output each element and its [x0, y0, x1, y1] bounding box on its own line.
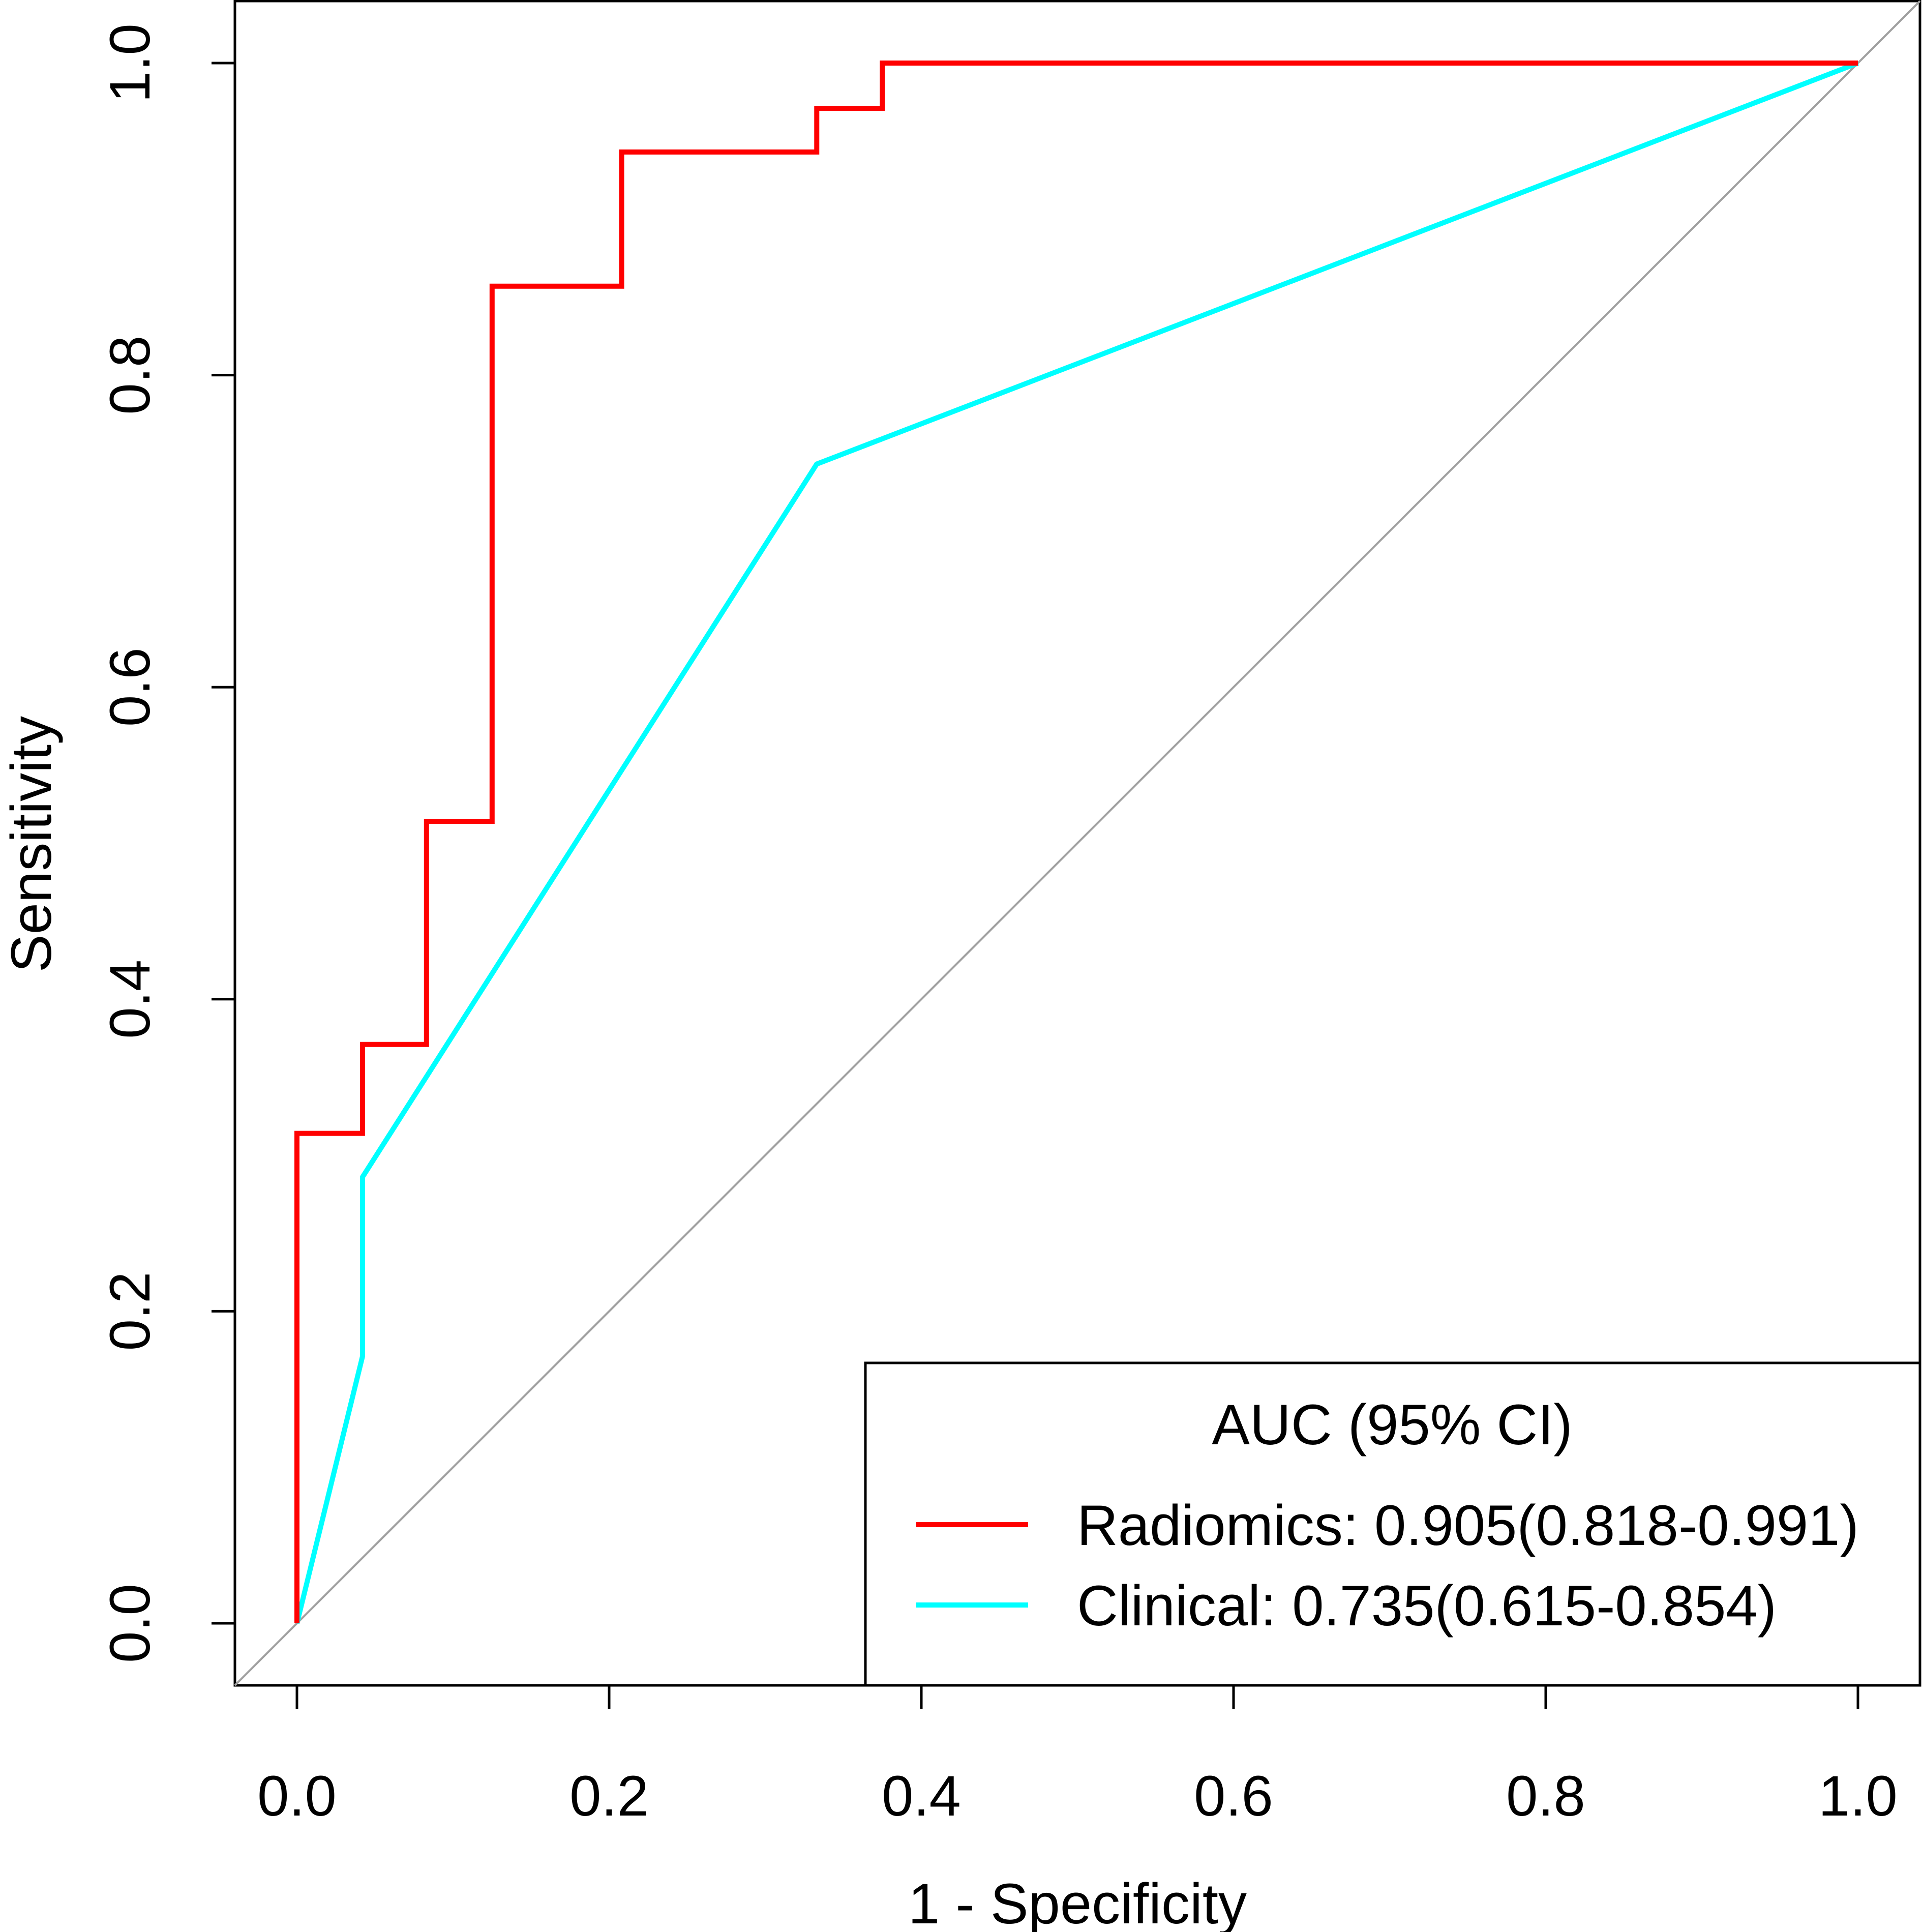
y-axis-label: Sensitivity: [0, 716, 63, 972]
legend-title: AUC (95% CI): [1212, 1393, 1572, 1457]
x-tick-label: 1.0: [1818, 1764, 1898, 1828]
x-axis-label: 1 - Specificity: [908, 1872, 1247, 1932]
legend-label-radiomics: Radiomics: 0.905(0.818-0.991): [1077, 1494, 1859, 1557]
x-tick-label: 0.6: [1194, 1764, 1273, 1828]
legend: AUC (95% CI) Radiomics: 0.905(0.818-0.99…: [864, 1361, 1921, 1687]
y-tick-label: 0.6: [98, 647, 162, 727]
x-tick-label: 0.4: [882, 1764, 961, 1828]
y-tick-label: 1.0: [98, 23, 162, 103]
x-tick-label: 0.2: [569, 1764, 649, 1828]
y-tick-label: 0.4: [98, 960, 162, 1039]
legend-box: [864, 1361, 1921, 1687]
x-axis-ticks: 0.0 0.2 0.4 0.6 0.8 1.0: [257, 1685, 1898, 1828]
x-tick-label: 0.0: [257, 1764, 337, 1828]
x-tick-label: 0.8: [1506, 1764, 1585, 1828]
series-line-radiomics: [294, 61, 1858, 1623]
y-axis-ticks: 0.0 0.2 0.4 0.6 0.8 1.0: [98, 23, 235, 1663]
reference-diagonal-line: [234, 0, 1921, 1686]
legend-label-clinical: Clinical: 0.735(0.615-0.854): [1077, 1574, 1777, 1638]
series-line-clinical: [294, 61, 1859, 1624]
y-tick-label: 0.0: [98, 1584, 162, 1663]
y-tick-label: 0.2: [98, 1272, 162, 1351]
y-tick-label: 0.8: [98, 336, 162, 415]
